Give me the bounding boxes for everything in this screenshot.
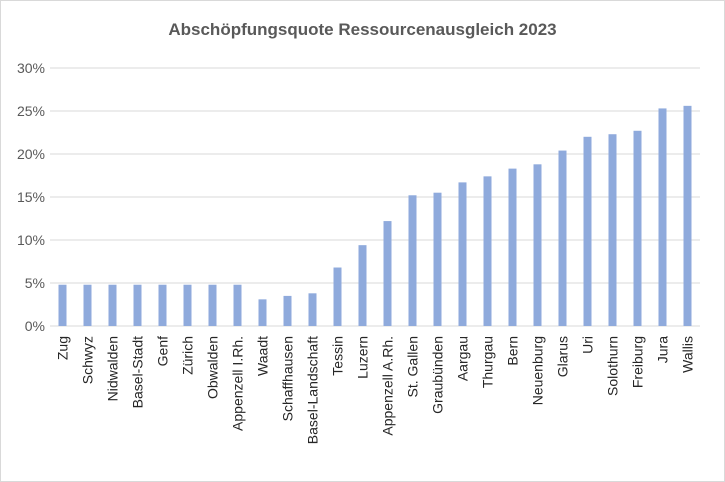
x-category-label: Appenzell I.Rh. <box>230 336 246 431</box>
x-category-label: Bern <box>505 336 521 366</box>
x-category-label: Glarus <box>555 336 571 377</box>
bar <box>658 108 667 326</box>
bar <box>583 136 592 326</box>
bar <box>608 134 617 326</box>
x-category-label: Luzern <box>355 336 371 379</box>
bar <box>633 130 642 326</box>
bar <box>233 284 242 326</box>
x-category-label: Uri <box>580 336 596 354</box>
bar <box>83 284 92 326</box>
bar <box>108 284 117 326</box>
bar <box>133 284 142 326</box>
bar <box>458 182 467 326</box>
bar <box>358 245 367 326</box>
y-tick-label: 30% <box>17 60 45 76</box>
x-category-label: Wallis <box>680 336 696 373</box>
x-category-label: Thurgau <box>480 336 496 388</box>
gridlines <box>50 67 700 327</box>
x-category-label: Freiburg <box>630 336 646 388</box>
bar <box>308 293 317 326</box>
y-tick-label: 20% <box>17 146 45 162</box>
y-tick-label: 25% <box>17 103 45 119</box>
x-category-label: Zürich <box>180 336 196 375</box>
x-category-label: Schaffhausen <box>280 336 296 421</box>
y-tick-label: 10% <box>17 232 45 248</box>
x-category-label: Nidwalden <box>105 336 121 401</box>
bar <box>258 299 267 326</box>
x-category-label: St. Gallen <box>405 336 421 397</box>
bar <box>408 195 417 326</box>
bar <box>508 168 517 326</box>
bar <box>183 284 192 326</box>
chart-title: Abschöpfungsquote Ressourcenausgleich 20… <box>168 20 557 39</box>
bar <box>558 150 567 326</box>
x-category-label: Tessin <box>330 336 346 376</box>
x-category-label: Graubünden <box>430 336 446 414</box>
x-category-label: Solothurn <box>605 336 621 396</box>
bar <box>283 295 292 326</box>
y-tick-label: 0% <box>25 318 45 334</box>
x-category-label: Basel-Stadt <box>130 336 146 408</box>
y-tick-label: 15% <box>17 189 45 205</box>
x-category-label: Neuenburg <box>530 336 546 405</box>
x-category-label: Schwyz <box>80 336 96 384</box>
bar <box>58 284 67 326</box>
bar <box>433 192 442 326</box>
bar <box>533 164 542 326</box>
x-category-label: Waadt <box>255 336 271 376</box>
x-category-label: Appenzell A.Rh. <box>380 336 396 436</box>
x-axis-labels: Zug Schwyz Nidwalden Basel-Stadt Genf Zürich O… <box>55 336 696 444</box>
x-category-label: Genf <box>155 336 171 366</box>
x-category-label: Obwalden <box>205 336 221 399</box>
bar <box>333 267 342 326</box>
y-tick-label: 5% <box>25 275 45 291</box>
y-axis-ticks: 0% 5% 10% 15% 20% 25% 30% <box>17 60 45 334</box>
bars <box>58 105 692 326</box>
x-category-label: Jura <box>655 336 671 363</box>
bar <box>383 221 392 326</box>
bar <box>683 105 692 326</box>
x-category-label: Aargau <box>455 336 471 381</box>
bar <box>208 284 217 326</box>
x-category-label: Basel-Landschaft <box>305 336 321 444</box>
x-category-label: Zug <box>55 336 71 360</box>
bar <box>158 284 167 326</box>
bar <box>483 176 492 326</box>
